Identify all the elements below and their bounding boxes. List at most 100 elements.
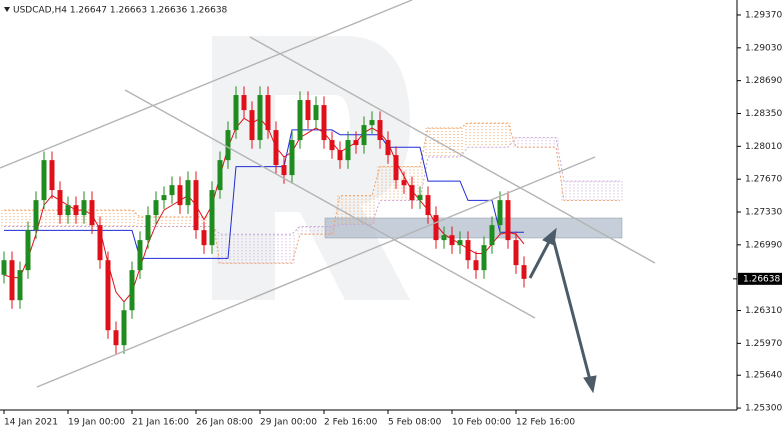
candle-body <box>97 225 103 261</box>
arrow <box>551 237 592 381</box>
x-tick-label: 14 Jan 2021 <box>4 418 58 428</box>
y-tick-label: 1.25970 <box>745 339 782 349</box>
candle-body <box>489 225 495 246</box>
candle-body <box>369 120 375 126</box>
candle-body <box>393 155 399 181</box>
candle-body <box>289 140 295 176</box>
candle-body <box>233 95 239 131</box>
candle-body <box>401 180 407 186</box>
candle-body <box>361 125 367 146</box>
candle-body <box>169 185 175 196</box>
candle-body <box>185 180 191 206</box>
x-tick-label: 19 Jan 00:00 <box>68 418 125 428</box>
candle-body <box>281 165 287 176</box>
candle-body <box>201 230 207 246</box>
candle-body <box>57 190 63 216</box>
candle-body <box>425 195 431 216</box>
candle-body <box>305 100 311 121</box>
y-tick-label: 1.27330 <box>745 208 782 218</box>
candle-body <box>377 120 383 141</box>
candle-body <box>225 130 231 161</box>
candle-body <box>49 160 55 191</box>
candle-body <box>481 245 487 271</box>
candle-body <box>297 100 303 141</box>
candle-body <box>513 240 519 266</box>
candle-body <box>161 195 167 201</box>
candle-body <box>65 205 71 216</box>
candle-body <box>409 185 415 201</box>
candle-body <box>81 200 87 216</box>
y-tick-label: 1.26990 <box>745 240 782 250</box>
candle-body <box>521 265 527 279</box>
y-tick-label: 1.25640 <box>745 371 782 381</box>
candle-body <box>129 270 135 311</box>
x-tick-label: 21 Jan 16:00 <box>132 418 189 428</box>
candle-body <box>105 260 111 331</box>
last-price-box <box>738 272 782 285</box>
channel-line <box>249 36 656 264</box>
candle-body <box>73 205 79 216</box>
y-tick-label: 1.26310 <box>745 306 782 316</box>
plot-area <box>1 86 623 354</box>
candle-body <box>497 200 503 226</box>
x-tick-label: 29 Jan 00:00 <box>260 418 317 428</box>
candle-body <box>41 160 47 201</box>
candle-body <box>89 200 95 226</box>
candle-body <box>457 240 463 246</box>
candle-body <box>385 140 391 156</box>
candle-body <box>321 105 327 141</box>
x-tick-label: 12 Feb 16:00 <box>516 418 575 428</box>
candle-body <box>337 150 343 161</box>
candle-body <box>9 260 15 301</box>
candle-body <box>449 235 455 246</box>
forecast-arrows <box>528 227 597 394</box>
candle-body <box>249 110 255 141</box>
y-tick-label: 1.28010 <box>745 142 782 152</box>
price-zone <box>324 217 623 239</box>
candle-body <box>265 95 271 131</box>
y-tick-label: 1.29030 <box>745 43 782 53</box>
channel-line <box>0 0 413 169</box>
senkou-span-a <box>4 122 620 264</box>
y-tick-label: 1.29370 <box>745 10 782 20</box>
chart-title: USDCAD,H4 1.26647 1.26663 1.26636 1.2663… <box>13 6 228 16</box>
menu-triangle <box>4 7 10 12</box>
x-tick-label: 10 Feb 00:00 <box>452 418 511 428</box>
candle-body <box>121 310 127 346</box>
x-tick-label: 5 Feb 08:00 <box>388 418 442 428</box>
channel-line <box>124 89 536 319</box>
x-tick-label: 2 Feb 16:00 <box>324 418 378 428</box>
candle-body <box>505 200 511 241</box>
candle-body <box>257 95 263 141</box>
y-tick-label: 1.25300 <box>745 404 782 414</box>
drawings <box>0 0 656 388</box>
x-tick-label: 26 Jan 08:00 <box>196 418 253 428</box>
candle-body <box>1 260 7 275</box>
candle-body <box>241 95 247 111</box>
candle-body <box>153 200 159 216</box>
candle-body <box>209 190 215 246</box>
candle-body <box>313 105 319 121</box>
candle-body <box>137 240 143 271</box>
candle-body <box>177 185 183 206</box>
candle-body <box>273 130 279 166</box>
arrow <box>528 239 552 279</box>
candle-body <box>417 195 423 201</box>
last-price-label: 1.26638 <box>743 274 780 284</box>
candle-body <box>465 240 471 261</box>
y-tick-label: 1.27670 <box>745 175 782 185</box>
candle-body <box>329 140 335 151</box>
y-tick-label: 1.28350 <box>745 109 782 119</box>
candle-body <box>345 140 351 161</box>
candle-body <box>353 140 359 146</box>
candle-body <box>25 230 31 271</box>
candle-body <box>33 200 39 231</box>
candle-body <box>113 330 119 346</box>
candle-body <box>473 260 479 271</box>
candle-body <box>441 235 447 241</box>
candle-body <box>193 180 199 231</box>
candle-body <box>145 215 151 241</box>
candle-body <box>17 270 23 301</box>
candle-body <box>433 215 439 241</box>
